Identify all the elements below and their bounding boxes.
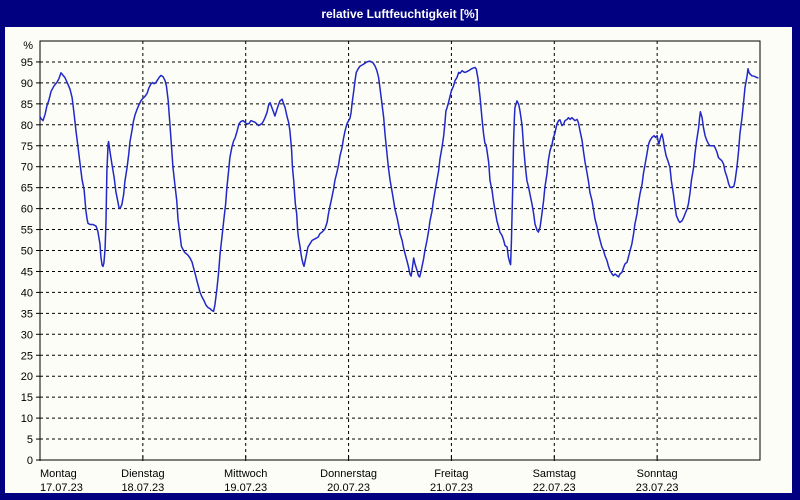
- day-label-Donnerstag: Donnerstag: [320, 468, 377, 480]
- date-label-22.07.23: 22.07.23: [533, 482, 576, 493]
- y-tick-label-40: 40: [21, 287, 33, 299]
- y-tick-label-65: 65: [21, 183, 33, 195]
- y-tick-label-80: 80: [21, 120, 33, 132]
- title-bar: relative Luftfeuchtigkeit [%]: [0, 0, 800, 27]
- date-label-19.07.23: 19.07.23: [224, 482, 267, 493]
- date-label-20.07.23: 20.07.23: [327, 482, 370, 493]
- y-tick-label-45: 45: [21, 266, 33, 278]
- date-label-18.07.23: 18.07.23: [121, 482, 164, 493]
- y-tick-label-60: 60: [21, 204, 33, 216]
- date-label-23.07.23: 23.07.23: [636, 482, 679, 493]
- y-tick-label-35: 35: [21, 308, 33, 320]
- y-tick-label-0: 0: [27, 455, 33, 467]
- date-label-17.07.23: 17.07.23: [40, 482, 83, 493]
- y-tick-label-55: 55: [21, 225, 33, 237]
- y-tick-label-50: 50: [21, 246, 33, 258]
- plot-border: [39, 40, 761, 461]
- window-title: relative Luftfeuchtigkeit [%]: [321, 6, 479, 21]
- humidity-line: [39, 60, 759, 313]
- day-label-Freitag: Freitag: [434, 468, 468, 480]
- y-tick-label-5: 5: [27, 434, 33, 446]
- y-tick-label-85: 85: [21, 99, 33, 111]
- day-label-Sonntag: Sonntag: [637, 468, 678, 480]
- chart-area: 0 5 10 15 20 25 30 35 40 45 50 55 60 65 70 75 80 85 90 95% M…: [5, 27, 792, 494]
- y-axis-unit-label: %: [23, 40, 33, 52]
- y-tick-label-95: 95: [21, 57, 33, 69]
- y-tick-label-10: 10: [21, 413, 33, 425]
- y-tick-label-70: 70: [21, 162, 33, 174]
- humidity-chart: 0 5 10 15 20 25 30 35 40 45 50 55 60 65 70 75 80 85 90 95% M…: [21, 40, 761, 494]
- y-tick-label-20: 20: [21, 371, 33, 383]
- y-tick-label-30: 30: [21, 329, 33, 341]
- y-tick-label-75: 75: [21, 141, 33, 153]
- y-tick-label-90: 90: [21, 78, 33, 90]
- day-label-Montag: Montag: [40, 468, 77, 480]
- day-label-Samstag: Samstag: [533, 468, 576, 480]
- day-label-Dienstag: Dienstag: [121, 468, 164, 480]
- day-label-Mittwoch: Mittwoch: [224, 468, 267, 480]
- date-label-21.07.23: 21.07.23: [430, 482, 473, 493]
- y-tick-label-15: 15: [21, 392, 33, 404]
- y-tick-label-25: 25: [21, 350, 33, 362]
